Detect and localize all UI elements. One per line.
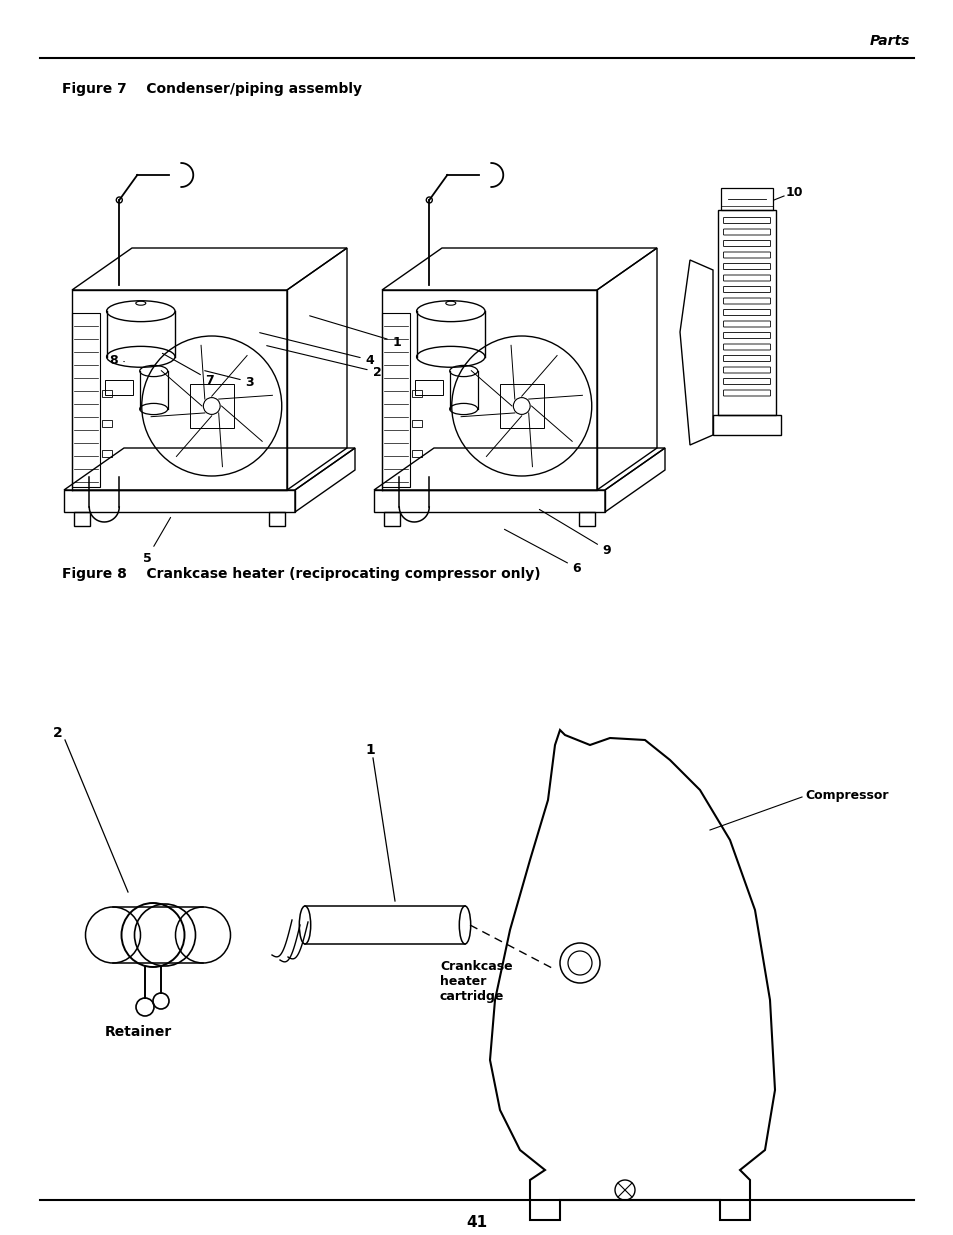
- Bar: [712, 415, 781, 435]
- Bar: [105, 380, 132, 395]
- Text: 3: 3: [205, 370, 254, 389]
- Text: 2: 2: [267, 346, 381, 378]
- Text: 4: 4: [259, 332, 374, 367]
- Bar: [578, 513, 595, 526]
- Bar: [102, 450, 112, 457]
- Text: 2: 2: [53, 726, 63, 740]
- Text: 8: 8: [110, 353, 124, 367]
- Text: 9: 9: [538, 509, 611, 557]
- Text: Crankcase
heater
cartridge: Crankcase heater cartridge: [439, 960, 512, 1003]
- Bar: [718, 210, 775, 415]
- Bar: [720, 188, 772, 210]
- Text: Retainer: Retainer: [104, 1025, 172, 1039]
- Bar: [412, 450, 421, 457]
- Text: 1: 1: [365, 743, 375, 757]
- Bar: [384, 513, 399, 526]
- Bar: [499, 384, 543, 429]
- Text: 5: 5: [143, 517, 171, 564]
- Text: 1: 1: [310, 316, 401, 348]
- Text: Parts: Parts: [869, 35, 909, 48]
- Text: 10: 10: [785, 185, 802, 199]
- Bar: [190, 384, 233, 429]
- Bar: [412, 390, 421, 396]
- Bar: [102, 390, 112, 396]
- Bar: [269, 513, 285, 526]
- Bar: [71, 312, 100, 487]
- Text: 7: 7: [162, 353, 214, 387]
- Bar: [381, 312, 410, 487]
- Bar: [412, 420, 421, 427]
- Bar: [74, 513, 90, 526]
- Text: Compressor: Compressor: [804, 788, 887, 802]
- Text: Figure 8    Crankcase heater (reciprocating compressor only): Figure 8 Crankcase heater (reciprocating…: [62, 567, 540, 580]
- Bar: [102, 420, 112, 427]
- Text: 41: 41: [466, 1215, 487, 1230]
- Text: 6: 6: [504, 530, 580, 574]
- Bar: [415, 380, 442, 395]
- Text: Figure 7    Condenser/piping assembly: Figure 7 Condenser/piping assembly: [62, 82, 361, 96]
